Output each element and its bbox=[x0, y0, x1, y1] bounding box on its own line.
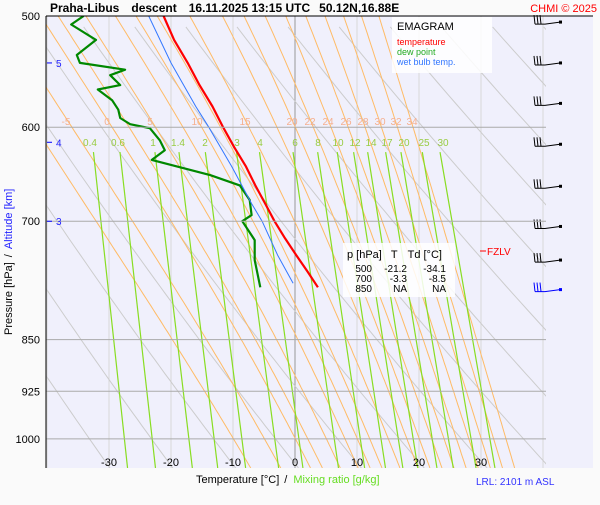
y-axis-label-altitude: Altitude [km] bbox=[3, 189, 15, 250]
moist-adiabat-label: 0 bbox=[104, 117, 110, 128]
moist-adiabat-label: 24 bbox=[322, 117, 334, 128]
y-tick-label: 1000 bbox=[16, 434, 40, 446]
legend-dew-point: dew point bbox=[397, 47, 436, 57]
legend-title: EMAGRAM bbox=[397, 21, 454, 33]
x-tick-label: 0 bbox=[292, 457, 298, 469]
legend-temperature: temperature bbox=[397, 37, 446, 47]
table-header-t: T bbox=[391, 249, 398, 261]
table-header-row: p [hPa] T Td [°C] bbox=[347, 249, 442, 261]
wind-barb-station-dot bbox=[559, 259, 562, 262]
mixing-ratio-label: 1 bbox=[150, 138, 156, 149]
copyright: CHMI © 2025 bbox=[530, 3, 597, 15]
moist-adiabat-label: 32 bbox=[390, 117, 402, 128]
mixing-ratio-label: 25 bbox=[418, 138, 430, 149]
altitude-tick-label: 5 bbox=[56, 59, 62, 70]
x-tick-label: 20 bbox=[413, 457, 425, 469]
mixing-ratio-label: 8 bbox=[315, 138, 321, 149]
wind-barb-station-dot bbox=[559, 185, 562, 188]
x-tick-label: -10 bbox=[225, 457, 241, 469]
wind-barb-station-dot bbox=[559, 225, 562, 228]
lrl-label: LRL: 2101 m ASL bbox=[476, 477, 555, 488]
x-tick-label: 10 bbox=[351, 457, 363, 469]
x-tick-label: 30 bbox=[475, 457, 487, 469]
mixing-ratio-label: 10 bbox=[332, 138, 344, 149]
mixing-ratio-label: 30 bbox=[437, 138, 449, 149]
x-axis-title: Temperature [°C] / Mixing ratio [g/kg] bbox=[196, 474, 380, 486]
y-tick-label: 925 bbox=[22, 386, 40, 398]
mixing-ratio-label: 0.4 bbox=[83, 138, 97, 149]
mixing-ratio-label: 12 bbox=[349, 138, 361, 149]
wind-barb-station-dot bbox=[559, 61, 562, 64]
mixing-ratio-label: 20 bbox=[398, 138, 410, 149]
table-cell: NA bbox=[432, 284, 446, 295]
moist-adiabat-label: 30 bbox=[374, 117, 386, 128]
y-axis-separator: / bbox=[3, 253, 15, 257]
legend-wet-bulb: wet bulb temp. bbox=[396, 57, 456, 67]
title-coords: 50.12N,16.88E bbox=[319, 1, 399, 15]
y-tick-label: 700 bbox=[22, 216, 40, 228]
fzlv-label: FZLV bbox=[487, 247, 511, 258]
y-tick-label: 600 bbox=[22, 122, 40, 134]
moist-adiabat-label: 15 bbox=[239, 117, 251, 128]
moist-adiabat-label: 5 bbox=[147, 117, 153, 128]
moist-adiabat-label: 28 bbox=[357, 117, 369, 128]
y-axis-title: Pressure [hPa] / Altitude [km] bbox=[3, 189, 15, 335]
moist-adiabat-label: 34 bbox=[406, 117, 418, 128]
mixing-ratio-label: 2 bbox=[202, 138, 208, 149]
chart-title: Praha-Libus descent 16.11.2025 13:15 UTC 50… bbox=[50, 1, 399, 15]
title-station: Praha-Libus bbox=[50, 1, 120, 15]
altitude-tick-label: 3 bbox=[56, 217, 62, 228]
moist-adiabat-label: 22 bbox=[304, 117, 316, 128]
y-tick-label: 500 bbox=[22, 11, 40, 23]
mixing-ratio-label: 4 bbox=[257, 138, 263, 149]
x-tick-label: -30 bbox=[101, 457, 117, 469]
mixing-ratio-label: 14 bbox=[365, 138, 377, 149]
mixing-ratio-label: 17 bbox=[381, 138, 393, 149]
wind-barb-station-dot bbox=[559, 288, 562, 291]
altitude-tick-label: 4 bbox=[56, 138, 62, 149]
wind-barb-station-dot bbox=[559, 21, 562, 24]
moist-adiabat-label: -5 bbox=[62, 117, 71, 128]
dry-adiabat-line bbox=[595, 27, 600, 468]
x-axis-label: Temperature [°C] bbox=[196, 474, 279, 486]
wind-barb-station-dot bbox=[559, 102, 562, 105]
moist-adiabat-label: 20 bbox=[286, 117, 298, 128]
wind-barb-station-dot bbox=[559, 143, 562, 146]
moist-adiabat-label: 26 bbox=[340, 117, 352, 128]
mixing-ratio-label: 0.6 bbox=[111, 138, 125, 149]
x-axis-separator: / bbox=[284, 474, 288, 486]
y-axis-label: Pressure [hPa] bbox=[3, 262, 15, 335]
title-mode: descent bbox=[131, 1, 176, 15]
table-cell: NA bbox=[393, 284, 407, 295]
table-cell: 850 bbox=[355, 284, 372, 295]
moist-adiabat-label: 10 bbox=[191, 117, 203, 128]
title-datetime: 16.11.2025 13:15 UTC bbox=[189, 1, 311, 15]
table-header-p: p [hPa] bbox=[347, 249, 382, 261]
mixing-ratio-label: 6 bbox=[292, 138, 298, 149]
x-tick-label: -20 bbox=[163, 457, 179, 469]
x-axis-label-mixing: Mixing ratio [g/kg] bbox=[293, 474, 379, 486]
table-header-td: Td [°C] bbox=[408, 249, 442, 261]
mixing-ratio-label: 1.4 bbox=[171, 138, 185, 149]
y-tick-label: 850 bbox=[22, 335, 40, 347]
